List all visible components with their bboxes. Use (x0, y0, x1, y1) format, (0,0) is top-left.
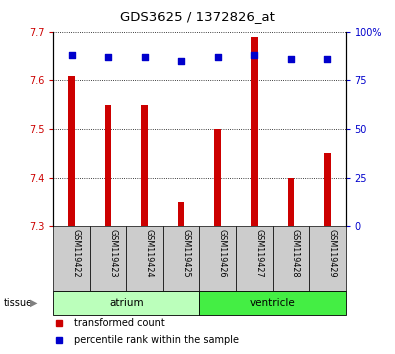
Point (105, 54, 111, 60)
Text: GSM119426: GSM119426 (218, 229, 227, 278)
Point (141, 54, 148, 60)
FancyBboxPatch shape (273, 226, 309, 291)
Bar (178, 202, 184, 226)
FancyBboxPatch shape (90, 226, 126, 291)
Bar (214, 129, 221, 226)
FancyBboxPatch shape (199, 291, 346, 315)
Text: ventricle: ventricle (250, 298, 295, 308)
Point (324, 56, 331, 62)
FancyBboxPatch shape (309, 226, 346, 291)
Text: tissue: tissue (4, 298, 33, 308)
Bar (288, 177, 294, 226)
FancyBboxPatch shape (163, 226, 199, 291)
Bar (68, 75, 75, 226)
FancyBboxPatch shape (199, 226, 236, 291)
Point (214, 54, 221, 60)
Bar (141, 105, 148, 226)
Bar (324, 153, 331, 226)
Point (251, 52, 258, 58)
Text: GDS3625 / 1372826_at: GDS3625 / 1372826_at (120, 10, 275, 23)
FancyBboxPatch shape (126, 226, 163, 291)
Text: GSM119424: GSM119424 (145, 229, 154, 278)
Text: transformed count: transformed count (74, 318, 165, 328)
Bar (251, 37, 258, 226)
Point (68, 52, 75, 58)
FancyBboxPatch shape (236, 226, 273, 291)
Bar (105, 105, 111, 226)
Text: GSM119427: GSM119427 (254, 229, 263, 278)
Point (178, 58, 184, 64)
FancyBboxPatch shape (53, 291, 199, 315)
Text: GSM119425: GSM119425 (181, 229, 190, 278)
Text: GSM119422: GSM119422 (71, 229, 81, 278)
Text: atrium: atrium (109, 298, 144, 308)
Text: GSM119429: GSM119429 (327, 229, 337, 278)
FancyBboxPatch shape (53, 226, 90, 291)
Text: percentile rank within the sample: percentile rank within the sample (74, 335, 239, 345)
Text: GSM119423: GSM119423 (108, 229, 117, 278)
Point (288, 56, 294, 62)
Text: GSM119428: GSM119428 (291, 229, 300, 278)
Text: ▶: ▶ (30, 298, 37, 308)
